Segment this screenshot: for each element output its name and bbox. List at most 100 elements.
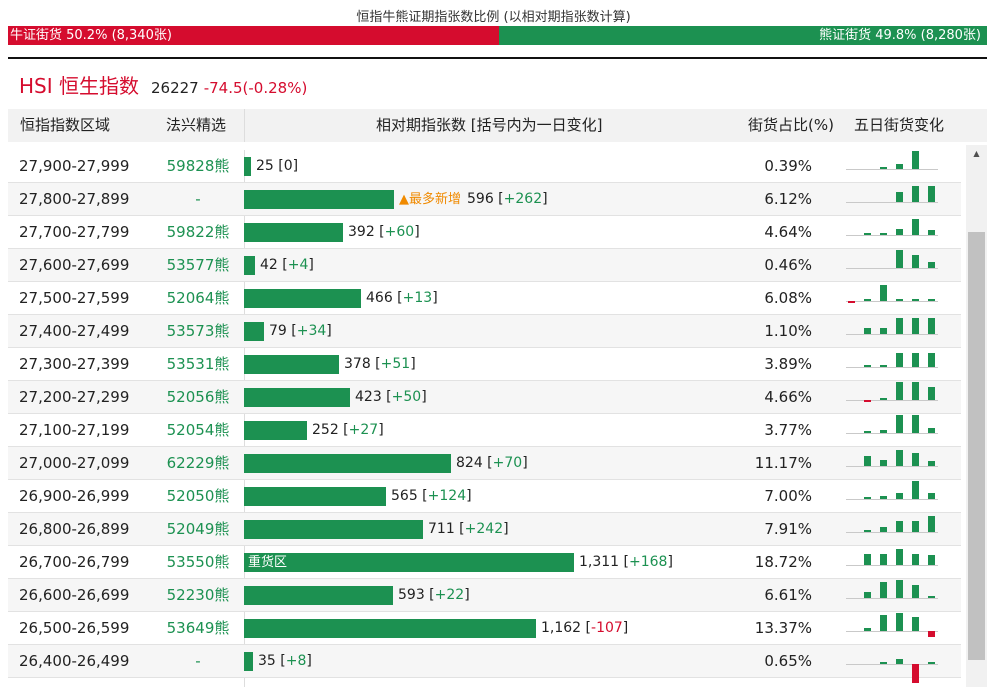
count-bar	[244, 190, 394, 209]
pick-code-link[interactable]: 59822熊	[166, 223, 230, 241]
index-value: 26227	[151, 79, 199, 97]
pick-code-link[interactable]: 52050熊	[166, 487, 230, 505]
sparkline-bar	[864, 592, 871, 598]
share-percent: 11.17%	[754, 454, 812, 472]
index-range: 27,000-27,099	[19, 454, 130, 472]
sparkline-bar	[928, 262, 935, 268]
index-range: 27,500-27,599	[19, 289, 130, 307]
pick-code-link[interactable]: 52230熊	[166, 586, 230, 604]
sparkline-bar	[912, 453, 919, 466]
count-value: 1,162	[541, 620, 582, 636]
pick-code-link[interactable]: 53577熊	[166, 256, 230, 274]
sparkline-bar	[864, 497, 871, 499]
day-change: +50	[391, 389, 422, 405]
index-change: -74.5(-0.28%)	[203, 79, 308, 97]
sparkline-bar	[880, 460, 887, 466]
count-bar	[244, 256, 255, 275]
sparkline-baseline	[846, 301, 938, 302]
pick-code-link[interactable]: 53573熊	[166, 322, 230, 340]
col-count: 相对期指张数 [括号内为一日变化]	[376, 116, 603, 134]
sparkline-bar	[896, 450, 903, 466]
count-label: 593 [+22]	[398, 587, 470, 603]
scrollbar[interactable]: ▲	[966, 145, 987, 687]
count-label: 824 [+70]	[456, 455, 528, 471]
sparkline-bar	[896, 229, 903, 235]
sparkline-bar	[880, 554, 887, 565]
sparkline-bar	[896, 382, 903, 400]
scroll-thumb[interactable]	[968, 232, 985, 660]
count-value: 79	[269, 323, 287, 339]
count-bar	[244, 520, 423, 539]
count-label: 252 [+27]	[312, 422, 384, 438]
index-summary: HSI 恒生指数 26227 -74.5(-0.28%)	[19, 70, 307, 99]
day-change: +51	[380, 356, 411, 372]
sparkline-bar	[912, 617, 919, 631]
col-share: 街货占比(%)	[748, 116, 834, 134]
sparkline-bar	[912, 299, 919, 301]
pick-code-link[interactable]: 53550熊	[166, 553, 230, 571]
table-row: 26,900-26,999 52050熊 565 [+124] 7.00%	[8, 480, 961, 513]
sparkline-bar	[864, 400, 871, 402]
five-day-sparkline	[846, 249, 938, 281]
sparkline-bar	[912, 255, 919, 268]
sparkline-bar	[880, 365, 887, 367]
day-change: +124	[427, 488, 467, 504]
sparkline-bar	[896, 318, 903, 334]
sparkline-bar	[880, 167, 887, 169]
pick-code-link[interactable]: 53649熊	[166, 619, 230, 637]
five-day-sparkline	[846, 414, 938, 446]
sparkline-bar	[880, 496, 887, 499]
share-percent: 6.12%	[764, 190, 812, 208]
pick-code-link[interactable]: 52056熊	[166, 388, 230, 406]
count-bar	[244, 421, 307, 440]
scroll-up-icon[interactable]: ▲	[973, 149, 980, 158]
bull-ratio-label: 牛证街货 50.2% (8,340张)	[8, 26, 500, 45]
sparkline-bar	[864, 530, 871, 532]
count-bar	[244, 487, 386, 506]
sparkline-bar	[880, 527, 887, 532]
pick-code-link[interactable]: 62229熊	[166, 454, 230, 472]
index-range: 27,600-27,699	[19, 256, 130, 274]
pick-code-link[interactable]: 52054熊	[166, 421, 230, 439]
table-body[interactable]: 27,900-27,999 59828熊 25 [0] 0.39% 27,800-27,…	[8, 150, 961, 687]
pick-code-link[interactable]: 52049熊	[166, 520, 230, 538]
count-label: 35 [+8]	[258, 653, 312, 669]
day-change: +13	[402, 290, 433, 306]
sparkline-bar	[880, 285, 887, 301]
pick-code-link[interactable]: 52064熊	[166, 289, 230, 307]
count-label: ▲最多新增 596 [+262]	[399, 191, 548, 207]
sparkline-baseline	[846, 532, 938, 533]
count-value: 824	[456, 455, 483, 471]
table-row: 27,900-27,999 59828熊 25 [0] 0.39%	[8, 150, 961, 183]
five-day-sparkline	[846, 381, 938, 413]
sparkline-bar	[912, 219, 919, 235]
pick-code-link[interactable]: 59828熊	[166, 157, 230, 175]
table-row: 26,400-26,499 - 35 [+8] 0.65%	[8, 645, 961, 683]
table-row: 26,600-26,699 52230熊 593 [+22] 6.61%	[8, 579, 961, 612]
pick-code-link[interactable]: 53531熊	[166, 355, 230, 373]
table-row: 27,100-27,199 52054熊 252 [+27] 3.77%	[8, 414, 961, 447]
sparkline-bar	[912, 521, 919, 532]
index-name: HSI 恒生指数	[19, 74, 139, 98]
share-percent: 3.89%	[764, 355, 812, 373]
sparkline-bar	[912, 353, 919, 367]
sparkline-bar	[880, 233, 887, 235]
sparkline-baseline	[846, 598, 938, 599]
sparkline-bar	[864, 328, 871, 334]
count-value: 423	[355, 389, 382, 405]
sparkline-bar	[864, 554, 871, 565]
column-divider	[244, 109, 245, 142]
index-range: 27,400-27,499	[19, 322, 130, 340]
sparkline-bar	[864, 365, 871, 367]
share-percent: 0.46%	[764, 256, 812, 274]
sparkline-bar	[880, 582, 887, 598]
sparkline-bar	[880, 615, 887, 631]
sparkline-bar	[928, 596, 935, 598]
count-value: 42	[260, 257, 278, 273]
share-percent: 3.77%	[764, 421, 812, 439]
share-percent: 7.00%	[764, 487, 812, 505]
bear-ratio-label: 熊证街货 49.8% (8,280张)	[499, 26, 987, 45]
count-bar	[244, 586, 393, 605]
count-value: 25	[256, 158, 274, 174]
index-range: 26,900-26,999	[19, 487, 130, 505]
